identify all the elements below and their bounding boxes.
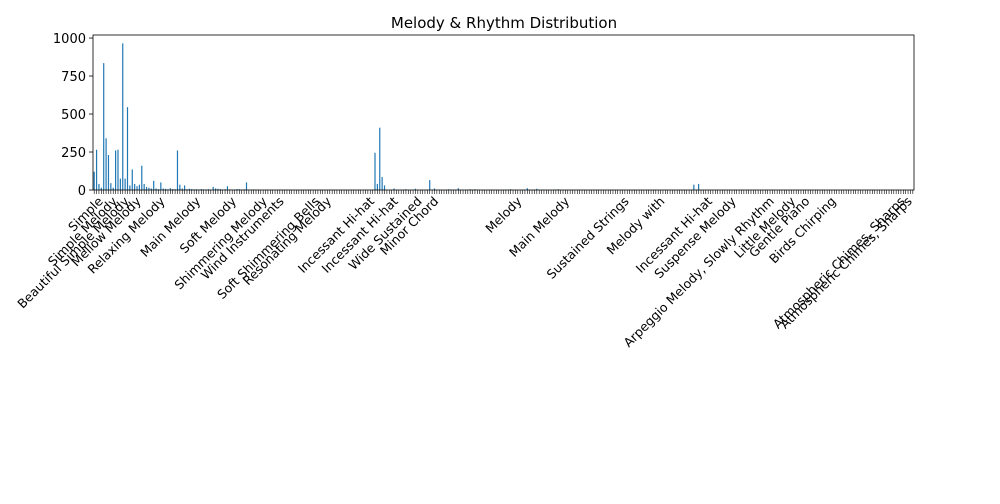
bar bbox=[115, 150, 116, 190]
y-tick-label: 750 bbox=[61, 70, 86, 85]
bar bbox=[184, 185, 185, 190]
plot-frame bbox=[93, 35, 914, 190]
y-tick-label: 250 bbox=[61, 146, 86, 161]
bar bbox=[377, 184, 378, 190]
bar bbox=[136, 186, 137, 190]
bar bbox=[384, 185, 385, 190]
bar bbox=[139, 185, 140, 190]
y-tick-label: 0 bbox=[78, 184, 86, 199]
bar bbox=[110, 183, 111, 190]
bar bbox=[122, 43, 123, 190]
bar bbox=[153, 181, 154, 190]
bar bbox=[120, 179, 121, 190]
bar bbox=[127, 107, 128, 190]
bar bbox=[379, 128, 380, 190]
y-tick-label: 500 bbox=[61, 108, 86, 123]
bar bbox=[429, 180, 430, 190]
bar bbox=[108, 155, 109, 190]
bar bbox=[117, 150, 118, 190]
bar bbox=[144, 184, 145, 190]
bar bbox=[98, 184, 99, 190]
bar bbox=[103, 63, 104, 190]
bar bbox=[146, 187, 147, 190]
bar bbox=[698, 184, 699, 190]
y-tick-label: 1000 bbox=[53, 32, 86, 47]
bar bbox=[374, 153, 375, 190]
bar bbox=[213, 187, 214, 190]
bar bbox=[246, 182, 247, 190]
bar bbox=[94, 172, 95, 190]
bar bbox=[132, 169, 133, 190]
bar bbox=[179, 185, 180, 190]
bar bbox=[141, 166, 142, 190]
bar bbox=[96, 150, 97, 190]
bar bbox=[382, 177, 383, 190]
bar bbox=[177, 150, 178, 190]
bar bbox=[125, 179, 126, 190]
bars-layer bbox=[94, 43, 914, 190]
bar bbox=[693, 185, 694, 190]
axes-layer: 0 250 500 750 1000 bbox=[53, 32, 914, 199]
bar bbox=[160, 182, 161, 190]
bar bbox=[105, 138, 106, 190]
bar bbox=[227, 186, 228, 190]
x-tick-label: Melody bbox=[482, 193, 525, 236]
chart-title: Melody & Rhythm Distribution bbox=[391, 14, 617, 32]
bar bbox=[129, 185, 130, 190]
bar bbox=[134, 184, 135, 190]
